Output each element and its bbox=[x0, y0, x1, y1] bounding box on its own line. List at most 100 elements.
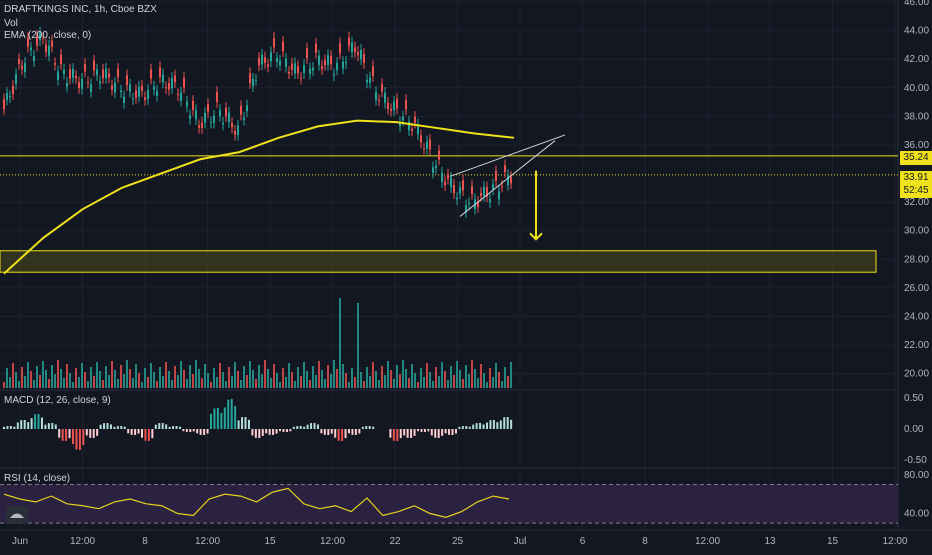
candle-body bbox=[84, 64, 86, 72]
volume-bar bbox=[498, 372, 500, 388]
volume-bar bbox=[429, 372, 431, 388]
macd-histogram-bar bbox=[30, 418, 33, 429]
candle-body bbox=[402, 116, 404, 121]
macd-histogram-bar bbox=[392, 429, 395, 441]
macd-histogram-bar bbox=[354, 429, 357, 435]
candle-body bbox=[246, 105, 248, 112]
volume-bar bbox=[267, 369, 269, 388]
volume-bar bbox=[246, 375, 248, 388]
candle-body bbox=[498, 191, 500, 200]
volume-bar bbox=[153, 372, 155, 388]
volume-bar bbox=[249, 361, 251, 388]
volume-bar bbox=[216, 377, 218, 388]
volume-bar bbox=[60, 369, 62, 388]
time-tick-label: 12:00 bbox=[195, 536, 220, 547]
volume-bar bbox=[318, 361, 320, 388]
candle-body bbox=[168, 83, 170, 90]
volume-bar bbox=[165, 362, 167, 388]
volume-bar bbox=[258, 365, 260, 388]
volume-bar bbox=[105, 366, 107, 388]
macd-histogram-bar bbox=[413, 429, 416, 436]
macd-histogram-bar bbox=[251, 429, 254, 436]
candle-body bbox=[63, 69, 65, 74]
macd-histogram-bar bbox=[61, 429, 64, 441]
candle-body bbox=[366, 79, 368, 83]
price-tick-label: 40.00 bbox=[904, 83, 929, 94]
candle-body bbox=[327, 55, 329, 65]
macd-histogram-bar bbox=[261, 429, 264, 436]
volume-bar bbox=[345, 373, 347, 388]
macd-histogram-bar bbox=[313, 423, 316, 429]
candle-body bbox=[150, 69, 152, 79]
price-tick-label: 24.00 bbox=[904, 312, 929, 323]
candle-body bbox=[471, 185, 473, 194]
macd-histogram-bar bbox=[85, 429, 88, 436]
volume-bar bbox=[450, 366, 452, 388]
level-tag-2: 33.91 bbox=[900, 171, 932, 185]
macd-histogram-bar bbox=[299, 426, 302, 429]
candle-body bbox=[300, 77, 302, 79]
candle-body bbox=[156, 91, 158, 96]
candle-body bbox=[510, 176, 512, 184]
volume-bar bbox=[492, 377, 494, 388]
price-tick-label: 28.00 bbox=[904, 254, 929, 265]
candle-body bbox=[438, 150, 440, 160]
volume-bar bbox=[15, 372, 17, 388]
volume-bar bbox=[372, 362, 374, 388]
candle-body bbox=[120, 90, 122, 93]
macd-histogram-bar bbox=[396, 429, 399, 441]
volume-bar bbox=[33, 380, 35, 388]
macd-tick-label: 0.00 bbox=[904, 424, 924, 435]
volume-bar bbox=[42, 361, 44, 388]
macd-histogram-bar bbox=[399, 429, 402, 439]
macd-histogram-bar bbox=[134, 429, 137, 435]
volume-bar bbox=[396, 365, 398, 388]
macd-histogram-bar bbox=[220, 412, 223, 429]
macd-histogram-bar bbox=[337, 429, 340, 441]
volume-bar bbox=[225, 381, 227, 388]
candle-body bbox=[483, 186, 485, 196]
candle-body bbox=[153, 86, 155, 90]
rsi-label: RSI (14, close) bbox=[4, 473, 71, 484]
volume-bar bbox=[438, 376, 440, 388]
target-arrowhead bbox=[529, 232, 543, 241]
candle-body bbox=[276, 57, 278, 62]
price-tick-label: 32.00 bbox=[904, 197, 929, 208]
candle-body bbox=[288, 71, 290, 74]
candle-body bbox=[480, 192, 482, 196]
candle-body bbox=[165, 87, 167, 89]
tradingview-logo-icon[interactable] bbox=[6, 506, 28, 524]
candle-body bbox=[114, 82, 116, 93]
time-tick-label: 12:00 bbox=[882, 536, 907, 547]
volume-bar bbox=[285, 377, 287, 388]
macd-histogram-bar bbox=[365, 426, 368, 429]
price-tick-label: 42.00 bbox=[904, 54, 929, 65]
candle-body bbox=[192, 100, 194, 111]
macd-histogram-bar bbox=[389, 429, 392, 438]
candle-body bbox=[129, 84, 131, 92]
macd-histogram-bar bbox=[27, 422, 30, 429]
candle-body bbox=[99, 81, 101, 84]
candle-body bbox=[339, 43, 341, 54]
candle-body bbox=[489, 199, 491, 203]
macd-histogram-bar bbox=[210, 413, 212, 429]
macd-histogram-bar bbox=[172, 426, 175, 429]
candle-body bbox=[456, 197, 458, 200]
price-tick-label: 46.00 bbox=[904, 0, 929, 8]
macd-histogram-bar bbox=[334, 429, 337, 438]
candle-body bbox=[231, 123, 233, 128]
volume-bar bbox=[393, 379, 395, 388]
candle-body bbox=[72, 68, 74, 78]
volume-bar bbox=[96, 362, 98, 388]
time-tick-label: 8 bbox=[142, 536, 148, 547]
candle-body bbox=[183, 77, 185, 88]
volume-bar bbox=[126, 360, 128, 388]
candle-body bbox=[306, 48, 308, 59]
volume-bar bbox=[210, 382, 212, 388]
volume-bar bbox=[108, 375, 110, 388]
volume-bar bbox=[486, 382, 488, 388]
macd-histogram-bar bbox=[58, 429, 61, 438]
candle-body bbox=[240, 105, 242, 115]
